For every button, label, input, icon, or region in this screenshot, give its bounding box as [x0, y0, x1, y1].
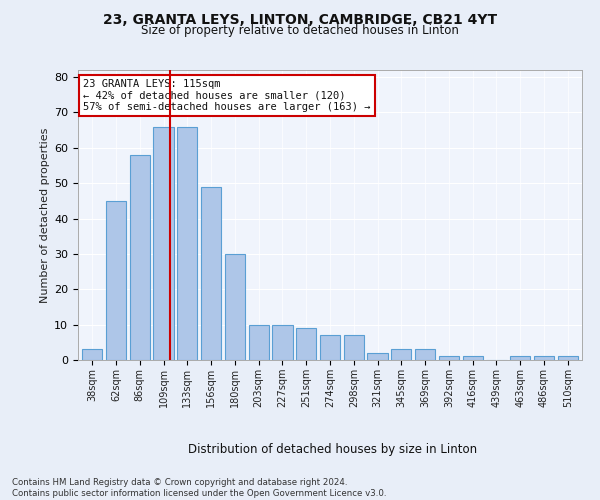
Text: 23 GRANTA LEYS: 115sqm
← 42% of detached houses are smaller (120)
57% of semi-de: 23 GRANTA LEYS: 115sqm ← 42% of detached… [83, 78, 371, 112]
Bar [248, 324, 269, 360]
Bar [534, 356, 554, 360]
Y-axis label: Number of detached properties: Number of detached properties [40, 128, 50, 302]
Bar [463, 356, 483, 360]
Bar [154, 126, 173, 360]
Bar [367, 353, 388, 360]
Bar [296, 328, 316, 360]
Bar [225, 254, 245, 360]
Text: Distribution of detached houses by size in Linton: Distribution of detached houses by size … [188, 442, 478, 456]
Bar [106, 201, 126, 360]
Bar [177, 126, 197, 360]
Bar [201, 186, 221, 360]
Bar [439, 356, 459, 360]
Bar [82, 350, 103, 360]
Text: Contains HM Land Registry data © Crown copyright and database right 2024.
Contai: Contains HM Land Registry data © Crown c… [12, 478, 386, 498]
Bar [557, 356, 578, 360]
Bar [415, 350, 435, 360]
Bar [391, 350, 412, 360]
Bar [272, 324, 293, 360]
Bar [130, 155, 150, 360]
Bar [320, 335, 340, 360]
Bar [510, 356, 530, 360]
Bar [344, 335, 364, 360]
Text: Size of property relative to detached houses in Linton: Size of property relative to detached ho… [141, 24, 459, 37]
Text: 23, GRANTA LEYS, LINTON, CAMBRIDGE, CB21 4YT: 23, GRANTA LEYS, LINTON, CAMBRIDGE, CB21… [103, 12, 497, 26]
